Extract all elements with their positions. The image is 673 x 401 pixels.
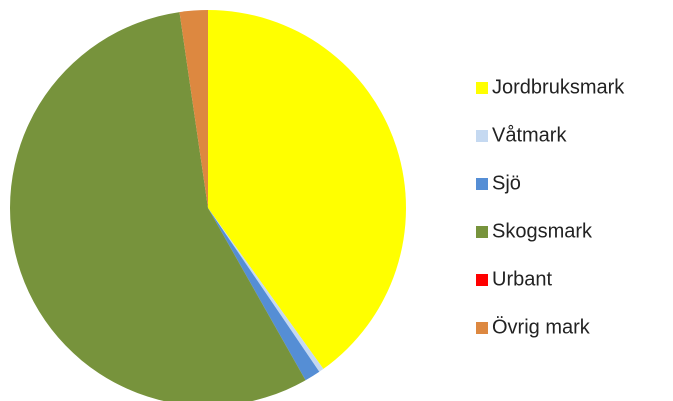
- legend-label: Jordbruksmark: [492, 76, 625, 98]
- legend-swatch: [476, 82, 488, 94]
- pie-slice: [208, 208, 324, 372]
- legend-swatch: [476, 226, 488, 238]
- legend-swatch: [476, 130, 488, 142]
- pie-slice: [179, 10, 208, 208]
- legend-swatch: [476, 274, 488, 286]
- legend-label: Urbant: [492, 268, 552, 290]
- legend-swatch: [476, 178, 488, 190]
- pie-slice: [208, 208, 320, 381]
- legend-label: Sjö: [492, 172, 521, 194]
- legend-swatch: [476, 322, 488, 334]
- pie-slice: [208, 10, 406, 369]
- pie-slice: [10, 12, 306, 401]
- legend-label: Övrig mark: [492, 316, 591, 338]
- legend-label: Skogsmark: [492, 220, 593, 242]
- legend-label: Våtmark: [492, 124, 567, 146]
